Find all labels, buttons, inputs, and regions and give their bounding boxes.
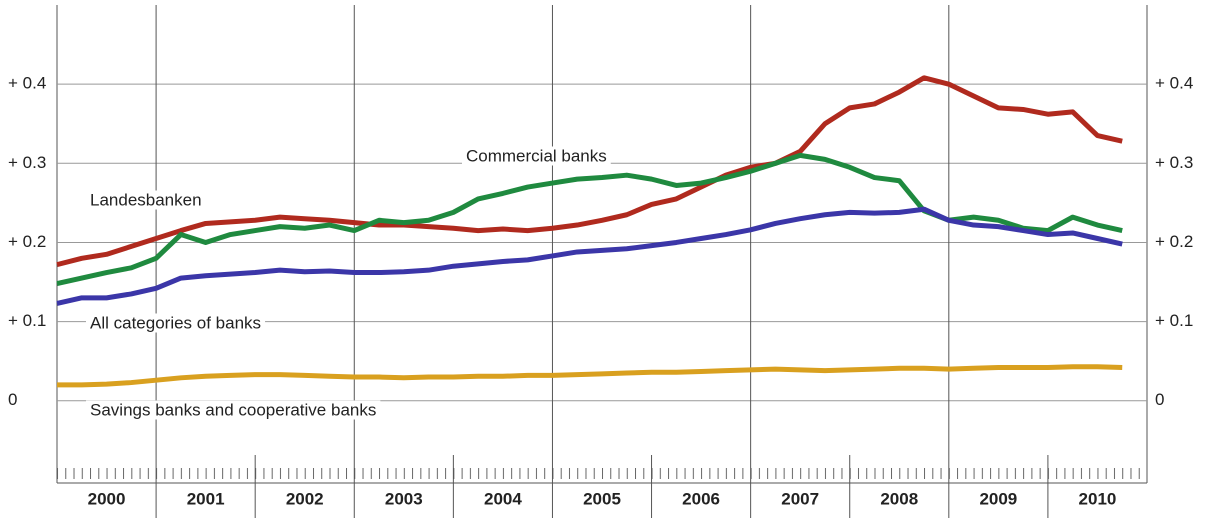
series-line bbox=[56, 206, 1123, 306]
y-tick-label-right: + 0.4 bbox=[1155, 74, 1193, 93]
series-line bbox=[56, 152, 1123, 287]
y-tick-label: + 0.1 bbox=[8, 311, 46, 330]
minor-ticks bbox=[57, 462, 1147, 482]
series-label: All categories of banks bbox=[90, 313, 261, 332]
y-tick-label-right: + 0.2 bbox=[1155, 232, 1193, 251]
x-tick-label: 2003 bbox=[385, 489, 423, 508]
series-label: Savings banks and cooperative banks bbox=[90, 400, 376, 419]
y-tick-label: + 0.4 bbox=[8, 74, 46, 93]
y-tick-label: + 0.3 bbox=[8, 153, 46, 172]
y-tick-label-right: + 0.1 bbox=[1155, 311, 1193, 330]
x-tick-label: 2001 bbox=[187, 489, 225, 508]
y-tick-label-right: 0 bbox=[1155, 390, 1164, 409]
y-tick-label-right: + 0.3 bbox=[1155, 153, 1193, 172]
series-label-bg bbox=[86, 400, 381, 420]
series-label: Commercial banks bbox=[466, 146, 607, 165]
series-label-bg bbox=[86, 313, 266, 333]
x-tick-label: 2008 bbox=[880, 489, 918, 508]
series-label-bg bbox=[462, 146, 611, 166]
x-tick-label: 2002 bbox=[286, 489, 324, 508]
series-label-bg bbox=[86, 190, 206, 210]
x-tick-label: 2007 bbox=[781, 489, 819, 508]
x-tick-label: 2009 bbox=[979, 489, 1017, 508]
series-label: Landesbanken bbox=[90, 190, 202, 209]
y-tick-label: 0 bbox=[8, 390, 17, 409]
y-tick-label: + 0.2 bbox=[8, 232, 46, 251]
x-tick-label: 2004 bbox=[484, 489, 522, 508]
series-line bbox=[57, 364, 1123, 388]
series-line bbox=[56, 75, 1123, 268]
x-tick-label: 2006 bbox=[682, 489, 720, 508]
x-tick-label: 2000 bbox=[88, 489, 126, 508]
x-tick-label: 2005 bbox=[583, 489, 621, 508]
x-tick-label: 2010 bbox=[1079, 489, 1117, 508]
